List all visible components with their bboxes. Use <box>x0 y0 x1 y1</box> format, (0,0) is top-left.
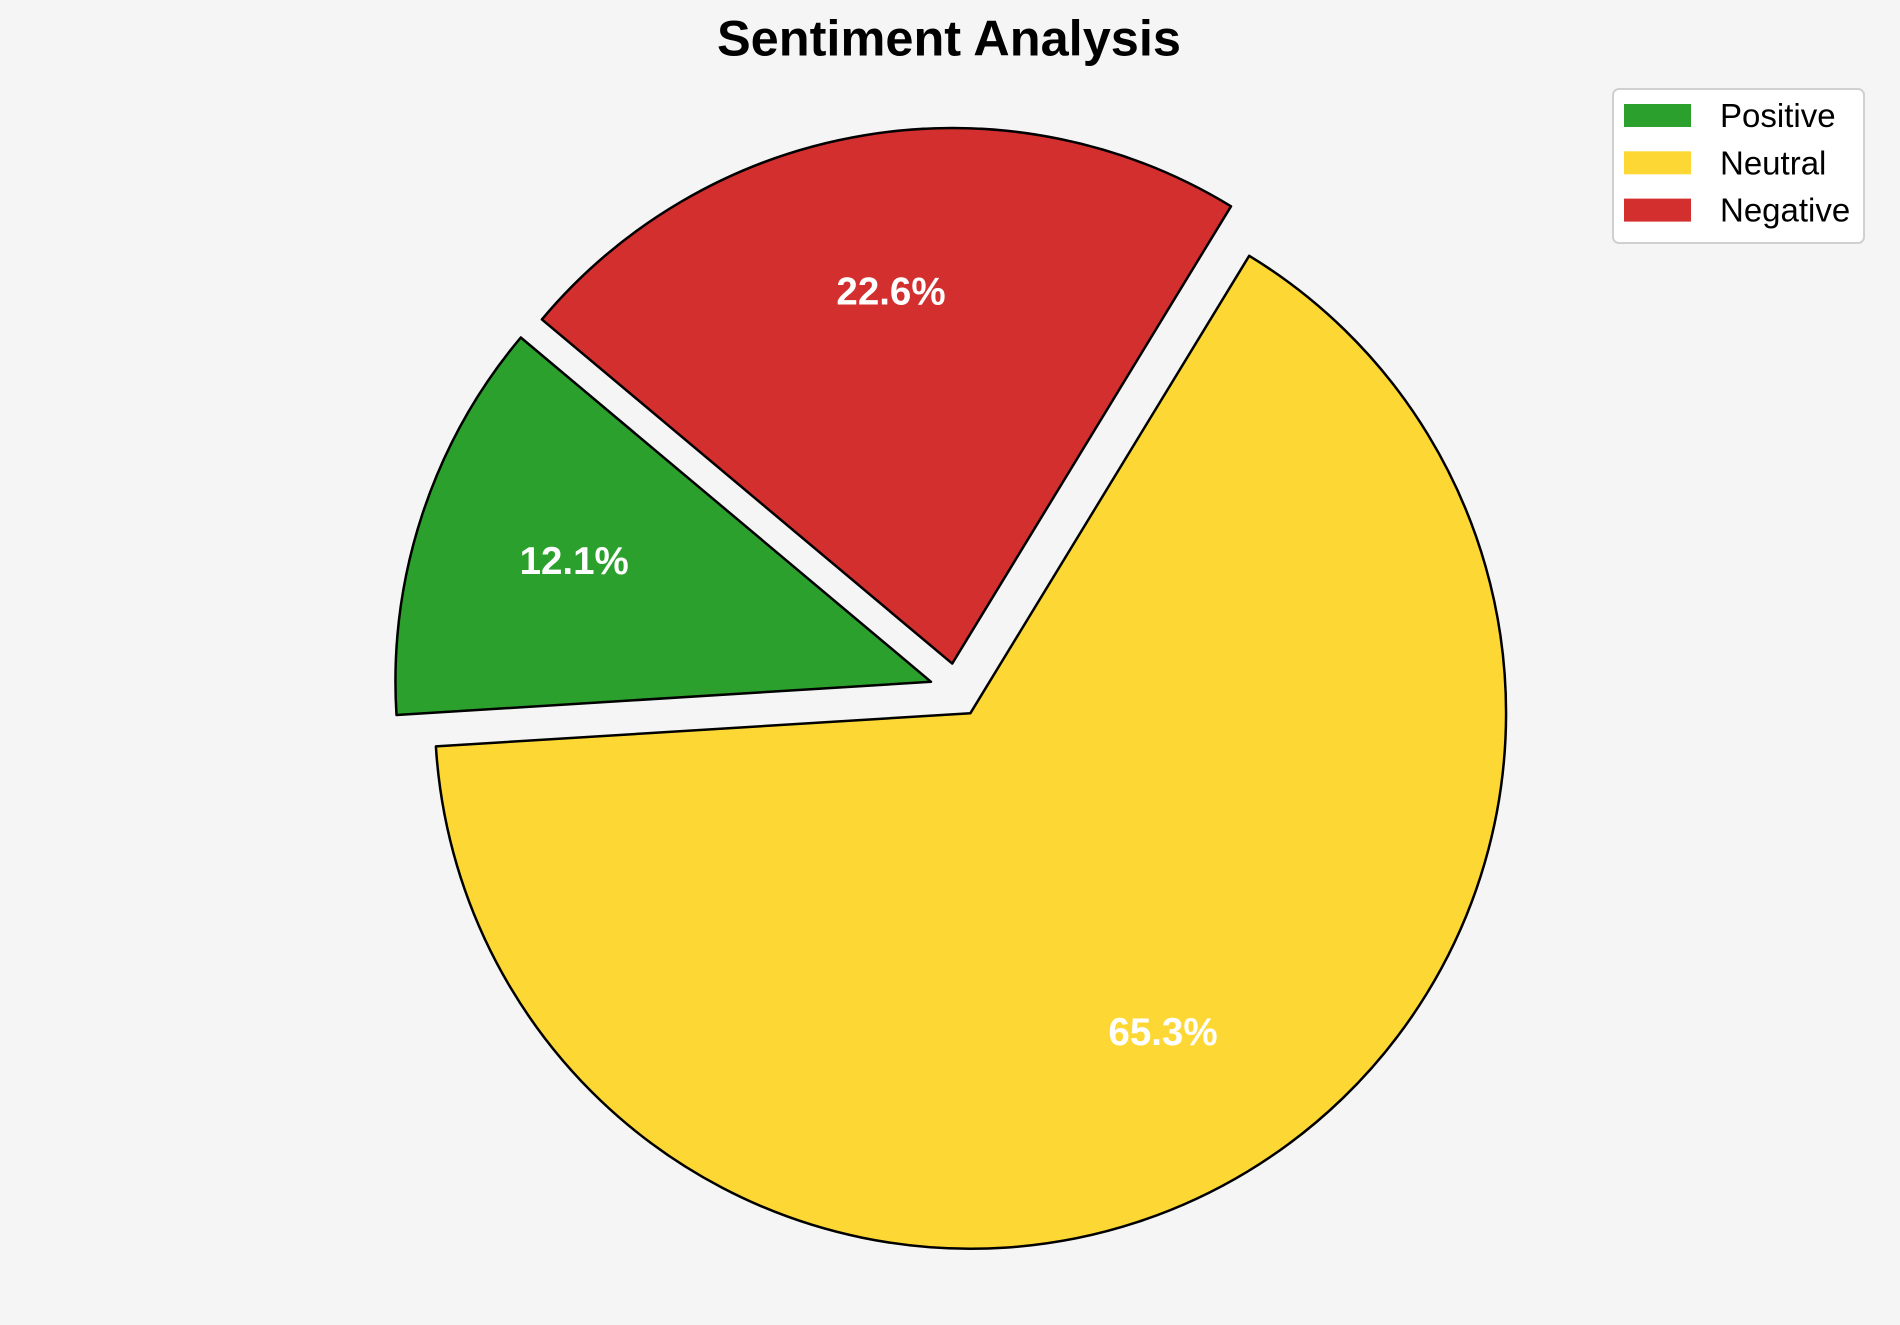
svg-text:Sentiment Analysis: Sentiment Analysis <box>717 10 1181 67</box>
svg-text:Negative: Negative <box>1720 192 1850 229</box>
svg-text:65.3%: 65.3% <box>1108 1011 1217 1054</box>
svg-text:Neutral: Neutral <box>1720 144 1826 181</box>
svg-text:22.6%: 22.6% <box>836 270 945 313</box>
svg-text:12.1%: 12.1% <box>520 540 629 583</box>
svg-text:Positive: Positive <box>1720 97 1836 134</box>
